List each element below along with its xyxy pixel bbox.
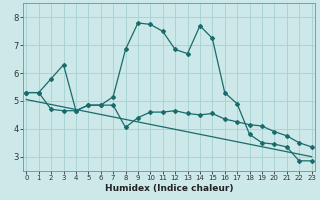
- X-axis label: Humidex (Indice chaleur): Humidex (Indice chaleur): [105, 184, 233, 193]
